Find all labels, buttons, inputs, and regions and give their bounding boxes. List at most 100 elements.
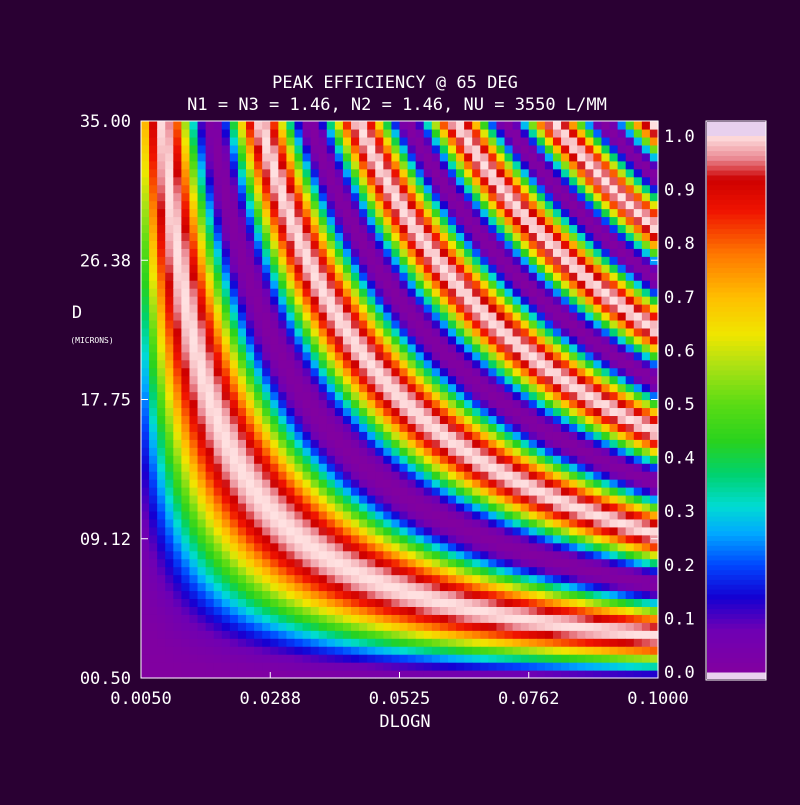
heatmap-cell	[609, 335, 619, 345]
heatmap-cell	[649, 598, 659, 607]
heatmap-cell	[415, 383, 425, 393]
heatmap-cell	[544, 431, 554, 440]
heatmap-cell	[310, 487, 320, 496]
heatmap-cell	[423, 121, 433, 130]
heatmap-cell	[270, 240, 279, 249]
heatmap-cell	[544, 184, 554, 194]
heatmap-cell	[617, 439, 627, 448]
heatmap-cell	[472, 415, 481, 424]
heatmap-cell	[415, 471, 425, 480]
heatmap-cell	[149, 343, 158, 353]
heatmap-cell	[165, 391, 174, 401]
heatmap-cell	[569, 232, 578, 241]
heatmap-cell	[310, 248, 320, 257]
heatmap-cell	[367, 136, 376, 146]
heatmap-cell	[601, 447, 611, 456]
heatmap-cell	[286, 479, 296, 488]
heatmap-cell	[367, 558, 376, 568]
heatmap-cell	[165, 622, 174, 631]
heatmap-cell	[375, 502, 384, 512]
heatmap-cell	[601, 176, 611, 186]
heatmap-cell	[625, 359, 635, 369]
heatmap-cell	[569, 288, 578, 297]
heatmap-cell	[318, 590, 328, 600]
heatmap-cell	[237, 280, 247, 289]
heatmap-cell	[302, 192, 312, 202]
heatmap-cell	[561, 463, 570, 472]
heatmap-cell	[318, 160, 328, 170]
heatmap-cell	[536, 590, 546, 600]
heatmap-cell	[447, 439, 457, 448]
heatmap-cell	[439, 534, 449, 544]
heatmap-cell	[552, 558, 562, 568]
heatmap-cell	[456, 542, 465, 552]
heatmap-cell	[318, 184, 328, 194]
heatmap-cell	[270, 288, 279, 297]
heatmap-cell	[173, 184, 182, 194]
heatmap-cell	[480, 304, 489, 313]
heatmap-cell	[157, 192, 166, 202]
heatmap-cell	[544, 590, 554, 600]
heatmap-cell	[342, 383, 352, 393]
heatmap-cell	[528, 367, 538, 377]
heatmap-cell	[262, 654, 271, 663]
heatmap-cell	[270, 176, 279, 186]
heatmap-cell	[359, 168, 368, 178]
heatmap-cell	[439, 646, 449, 655]
heatmap-cell	[359, 224, 368, 233]
heatmap-cell	[383, 415, 393, 424]
heatmap-cell	[561, 670, 570, 679]
heatmap-cell	[407, 518, 417, 528]
heatmap-cell	[318, 542, 328, 552]
heatmap-cell	[173, 296, 182, 305]
heatmap-cell	[310, 359, 320, 369]
heatmap-cell	[205, 550, 215, 560]
heatmap-cell	[488, 407, 498, 417]
heatmap-cell	[318, 670, 328, 679]
heatmap-cell	[246, 184, 255, 194]
heatmap-cell	[278, 566, 288, 576]
heatmap-cell	[221, 518, 231, 528]
heatmap-cell	[649, 582, 659, 592]
colorbar-swatch	[707, 447, 766, 454]
heatmap-cell	[447, 256, 457, 265]
heatmap-cell	[342, 359, 352, 369]
heatmap-cell	[593, 638, 603, 647]
heatmap-cell	[593, 447, 603, 456]
heatmap-cell	[149, 288, 158, 297]
heatmap-cell	[189, 542, 199, 552]
heatmap-cell	[528, 136, 538, 146]
heatmap-cell	[407, 359, 417, 369]
heatmap-cell	[423, 502, 433, 512]
heatmap-cell	[326, 335, 336, 345]
heatmap-cell	[351, 184, 360, 194]
heatmap-cell	[415, 359, 425, 369]
colorbar-swatch	[707, 491, 766, 498]
heatmap-cell	[488, 359, 498, 369]
heatmap-cell	[246, 343, 255, 353]
heatmap-cell	[326, 494, 336, 504]
heatmap-cell	[633, 399, 643, 409]
heatmap-cell	[439, 542, 449, 552]
heatmap-cell	[189, 582, 199, 592]
heatmap-cell	[141, 128, 150, 138]
heatmap-cell	[641, 256, 651, 265]
heatmap-cell	[472, 216, 481, 226]
heatmap-cell	[641, 670, 651, 679]
heatmap-cell	[399, 614, 409, 623]
heatmap-cell	[480, 606, 489, 615]
heatmap-cell	[480, 335, 489, 345]
heatmap-cell	[326, 144, 336, 154]
heatmap-cell	[504, 335, 514, 345]
heatmap-cell	[561, 121, 570, 130]
heatmap-cell	[447, 319, 457, 329]
heatmap-cell	[286, 582, 296, 592]
heatmap-cell	[270, 582, 279, 592]
heatmap-cell	[237, 423, 247, 432]
heatmap-cell	[585, 280, 594, 289]
heatmap-cell	[383, 248, 393, 257]
heatmap-cell	[246, 160, 255, 170]
heatmap-cell	[254, 144, 263, 154]
heatmap-cell	[472, 136, 481, 146]
